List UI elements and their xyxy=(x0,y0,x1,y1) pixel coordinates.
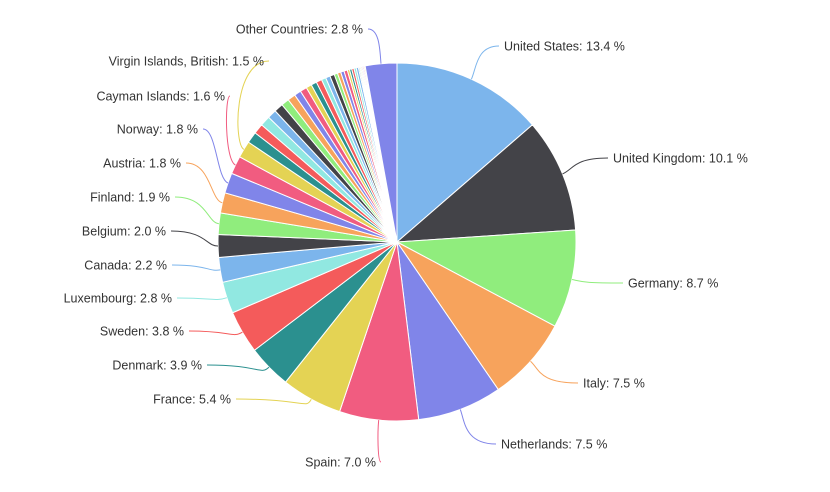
connector-norway xyxy=(202,128,229,184)
label-germany: Germany: 8.7 % xyxy=(628,277,718,291)
connector-virgin-islands-british xyxy=(237,60,270,150)
connector-finland xyxy=(174,196,220,225)
label-finland: Finland: 1.9 % xyxy=(90,191,170,205)
connector-belgium xyxy=(170,230,219,247)
connector-spain xyxy=(377,420,382,463)
label-france: France: 5.4 % xyxy=(153,393,231,407)
label-denmark: Denmark: 3.9 % xyxy=(112,359,202,373)
label-united-kingdom: United Kingdom: 10.1 % xyxy=(613,152,748,166)
label-canada: Canada: 2.2 % xyxy=(84,259,167,273)
pie-slices xyxy=(217,62,577,422)
label-connectors xyxy=(170,28,624,463)
connector-austria xyxy=(185,162,223,204)
label-other-countries: Other Countries: 2.8 % xyxy=(236,23,363,37)
label-spain: Spain: 7.0 % xyxy=(305,456,376,470)
data-labels: United States: 13.4 % United Kingdom: 10.… xyxy=(64,23,748,470)
connector-denmark xyxy=(206,364,270,371)
connector-sweden xyxy=(188,330,243,336)
label-cayman-islands: Cayman Islands: 1.6 % xyxy=(96,90,225,104)
connector-cayman-islands xyxy=(225,95,236,166)
slice-other-countries[interactable] xyxy=(364,62,398,243)
connector-luxembourg xyxy=(176,297,228,300)
connector-italy xyxy=(530,360,579,384)
label-austria: Austria: 1.8 % xyxy=(103,157,181,171)
connector-canada xyxy=(171,264,221,271)
label-virgin-islands-british: Virgin Islands, British: 1.5 % xyxy=(109,55,264,69)
slice-germany[interactable] xyxy=(396,229,577,327)
label-united-states: United States: 13.4 % xyxy=(504,40,625,54)
connector-germany xyxy=(571,279,624,284)
label-italy: Italy: 7.5 % xyxy=(583,377,645,391)
connector-united-states xyxy=(470,45,500,80)
connector-other-countries xyxy=(367,28,382,64)
label-luxembourg: Luxembourg: 2.8 % xyxy=(64,292,172,306)
label-norway: Norway: 1.8 % xyxy=(117,123,198,137)
label-belgium: Belgium: 2.0 % xyxy=(82,225,166,239)
slice-united-kingdom[interactable] xyxy=(396,124,577,243)
connector-united-kingdom xyxy=(562,157,609,175)
connector-netherlands xyxy=(459,409,497,445)
label-netherlands: Netherlands: 7.5 % xyxy=(501,438,607,452)
connector-france xyxy=(235,398,312,405)
label-sweden: Sweden: 3.8 % xyxy=(100,325,184,339)
